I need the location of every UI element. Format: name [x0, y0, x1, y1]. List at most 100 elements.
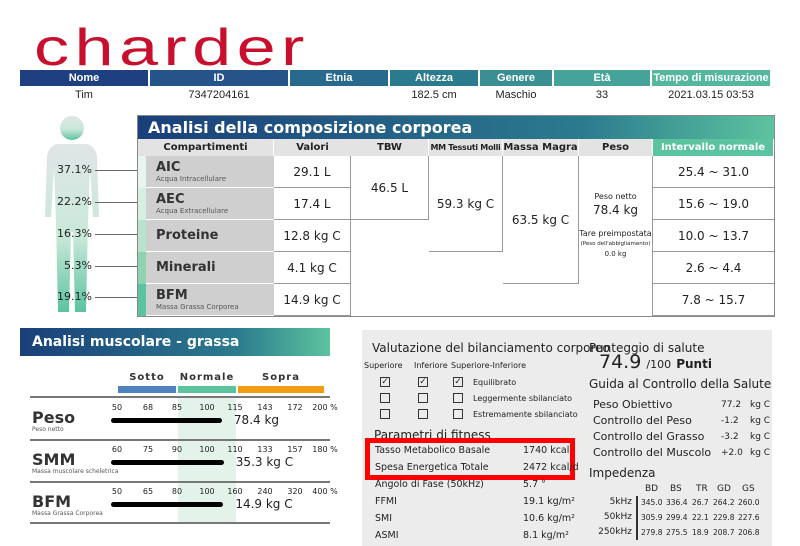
checkbox[interactable] [380, 409, 390, 419]
impedance-value: 279.8 [641, 528, 663, 537]
impedance-value: 26.7 [692, 498, 709, 507]
normal-range: 25.4 ~ 31.0 [653, 156, 774, 188]
tick-label: 180 % [312, 445, 338, 454]
tick-label: 75 [142, 445, 154, 454]
guide-unit: kg C [750, 448, 771, 458]
col-header: Valori [274, 139, 352, 156]
impedance-freq: 5kHz [609, 497, 632, 507]
compartment-sub: Acqua Extracellulare [156, 207, 229, 215]
score-title: Punteggio di salute [589, 341, 705, 355]
compartment-name: Proteine [156, 228, 219, 243]
body-percent: 22.2% [57, 195, 92, 208]
normal-range: 15.6 ~ 19.0 [653, 188, 774, 220]
tick-label: 90 [171, 445, 183, 454]
highlight-box [365, 438, 575, 480]
checkbox[interactable] [380, 393, 390, 403]
row-value: 35.3 kg C [235, 455, 294, 469]
tick-label: 80 [171, 487, 183, 496]
checkbox-checked[interactable]: ✓ [453, 377, 463, 387]
balance-col: Inferiore [414, 361, 448, 370]
guide-label: Controllo del Grasso [593, 430, 705, 443]
normal-band [178, 397, 236, 522]
body-percent: 19.1% [57, 290, 92, 303]
row-value: 14.9 kg C [235, 497, 293, 511]
balance-label: Estremamente sbilanciato [473, 410, 578, 419]
value-0: Tim [75, 89, 93, 101]
tick-label: 68 [142, 403, 154, 412]
tick-label: 65 [142, 487, 154, 496]
value-4: Maschio [495, 89, 537, 101]
header-0: Nome [20, 70, 148, 86]
guide-value: +2.0 [721, 448, 743, 458]
tick-label: 50 [111, 487, 123, 496]
connector-line [95, 170, 137, 171]
normal-range: 2.6 ~ 4.4 [653, 252, 774, 284]
legend-bar [178, 386, 236, 393]
checkbox[interactable] [453, 409, 463, 419]
row-sub: Peso netto [32, 426, 64, 433]
normal-range: 10.0 ~ 13.7 [653, 220, 774, 252]
value-bar [111, 418, 222, 423]
connector-line [95, 202, 137, 203]
fitness-label: FFMI [375, 496, 397, 507]
impedance-value: 260.0 [738, 498, 760, 507]
impedance-divider [636, 496, 638, 540]
normal-range: 7.8 ~ 15.7 [653, 284, 774, 316]
col-header: TBW [351, 139, 429, 156]
fitness-label: Angolo di Fase (50kHz) [375, 479, 484, 490]
charder-logo: charder [34, 19, 310, 77]
header-4: Genere [480, 70, 552, 86]
col-header: Compartimenti [138, 139, 274, 156]
peso-cell: Peso netto 78.4 kg Tare preimpostata (Pe… [579, 156, 653, 316]
checkbox[interactable] [418, 409, 428, 419]
legend-bar [238, 386, 324, 393]
fitness-label: ASMI [375, 530, 399, 541]
balance-col: Superiore [364, 361, 403, 370]
muscle-fat-title: Analisi muscolare - grassa [20, 328, 330, 356]
row-sub: Massa Grassa Corporea [32, 510, 103, 517]
peso-label: Peso netto [594, 192, 637, 201]
guide-label: Controllo del Muscolo [593, 446, 712, 459]
checkbox-checked[interactable]: ✓ [380, 377, 390, 387]
guide-value: -1.2 [721, 416, 739, 426]
fitness-label: Spesa Energetica Totale [375, 462, 489, 473]
tick-label: 50 [111, 403, 123, 412]
row-stripe [138, 188, 146, 220]
balance-col: Superiore-Inferiore [451, 361, 527, 370]
composition-table: Analisi della composizione corporea Comp… [137, 115, 775, 317]
row-sub: Massa muscolare scheletrica [32, 468, 119, 475]
score-unit: Punti [676, 357, 712, 371]
header-2: Etnia [290, 70, 388, 86]
row-stripe [138, 156, 146, 188]
row-separator [30, 481, 330, 483]
row-separator [30, 522, 330, 524]
guide-unit: kg C [750, 416, 771, 426]
compartment-bfm: BFM Massa Grassa Corporea [146, 284, 274, 316]
tick-label: 110 [227, 445, 243, 454]
value-bar [111, 460, 224, 465]
massa-magra-value: 63.5 kg C [503, 156, 579, 284]
impedance-value: 208.7 [713, 528, 735, 537]
row-separator [30, 396, 330, 398]
guide-label: Controllo del Peso [593, 414, 692, 427]
checkbox-checked[interactable]: ✓ [418, 377, 428, 387]
row-stripe [138, 220, 146, 252]
fitness-value: 2472 kcal/d [523, 462, 579, 473]
mm-value: 59.3 kg C [429, 156, 503, 252]
impedance-value: 18.9 [692, 528, 709, 537]
compartment-minerali: Minerali [146, 252, 274, 284]
score-value: 74.9 [599, 351, 642, 373]
impedance-title: Impedenza [589, 466, 656, 480]
tick-label: 133 [257, 445, 273, 454]
body-silhouette [45, 116, 99, 312]
checkbox[interactable] [418, 393, 428, 403]
balance-label: Equilibrato [473, 378, 517, 387]
row-name: BFM [32, 492, 72, 511]
compartment-proteine: Proteine [146, 220, 274, 252]
tick-label: 143 [257, 403, 273, 412]
score: 74.9 /100 Punti [599, 351, 712, 373]
connector-line [95, 297, 137, 298]
checkbox[interactable] [453, 393, 463, 403]
tick-label: 160 [227, 487, 243, 496]
peso-value: 78.4 kg [592, 203, 639, 217]
